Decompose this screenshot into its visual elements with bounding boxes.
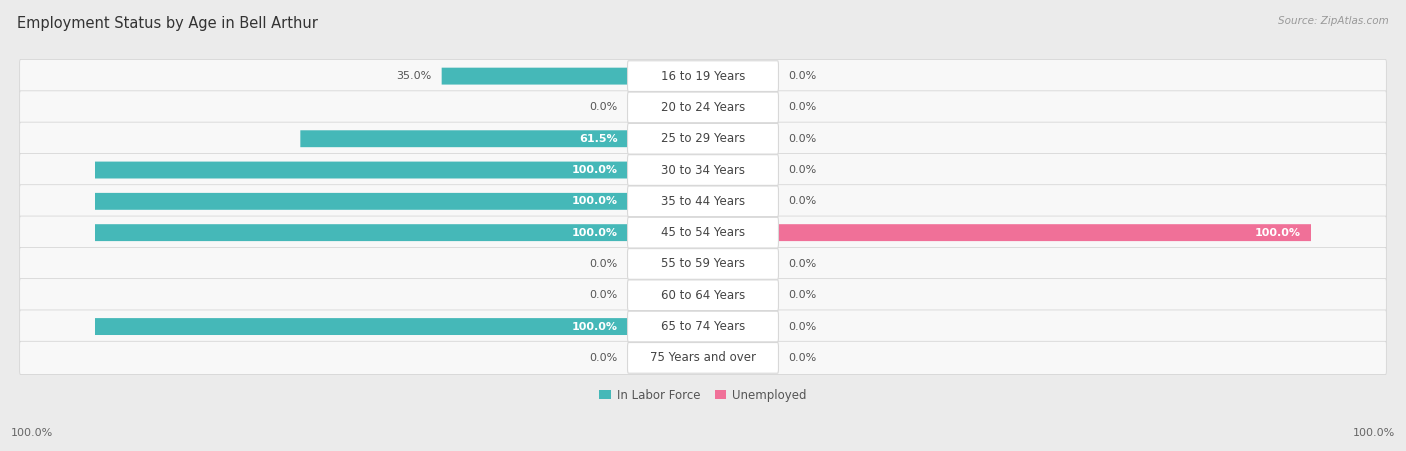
Text: 0.0%: 0.0%: [789, 134, 817, 144]
Text: 100.0%: 100.0%: [572, 196, 617, 207]
FancyBboxPatch shape: [20, 153, 1386, 187]
FancyBboxPatch shape: [627, 155, 779, 185]
FancyBboxPatch shape: [627, 280, 779, 311]
FancyBboxPatch shape: [20, 341, 1386, 374]
FancyBboxPatch shape: [301, 130, 628, 147]
FancyBboxPatch shape: [441, 68, 628, 85]
Text: 100.0%: 100.0%: [11, 428, 53, 438]
Text: 75 Years and over: 75 Years and over: [650, 351, 756, 364]
FancyBboxPatch shape: [627, 342, 779, 373]
FancyBboxPatch shape: [96, 224, 628, 241]
Text: 0.0%: 0.0%: [789, 165, 817, 175]
FancyBboxPatch shape: [96, 161, 628, 179]
FancyBboxPatch shape: [20, 91, 1386, 124]
Text: 25 to 29 Years: 25 to 29 Years: [661, 132, 745, 145]
Text: 20 to 24 Years: 20 to 24 Years: [661, 101, 745, 114]
Text: 100.0%: 100.0%: [1254, 228, 1301, 238]
Text: 65 to 74 Years: 65 to 74 Years: [661, 320, 745, 333]
Text: 0.0%: 0.0%: [789, 259, 817, 269]
FancyBboxPatch shape: [20, 310, 1386, 343]
FancyBboxPatch shape: [627, 61, 779, 92]
Text: 60 to 64 Years: 60 to 64 Years: [661, 289, 745, 302]
FancyBboxPatch shape: [627, 92, 779, 123]
Text: Source: ZipAtlas.com: Source: ZipAtlas.com: [1278, 16, 1389, 26]
FancyBboxPatch shape: [20, 122, 1386, 155]
FancyBboxPatch shape: [627, 249, 779, 279]
FancyBboxPatch shape: [778, 224, 1310, 241]
Legend: In Labor Force, Unemployed: In Labor Force, Unemployed: [595, 384, 811, 406]
FancyBboxPatch shape: [627, 124, 779, 154]
Text: 30 to 34 Years: 30 to 34 Years: [661, 164, 745, 176]
Text: 0.0%: 0.0%: [589, 290, 617, 300]
FancyBboxPatch shape: [20, 216, 1386, 249]
FancyBboxPatch shape: [627, 311, 779, 342]
Text: 0.0%: 0.0%: [589, 259, 617, 269]
Text: 100.0%: 100.0%: [572, 228, 617, 238]
Text: 35 to 44 Years: 35 to 44 Years: [661, 195, 745, 208]
Text: 0.0%: 0.0%: [789, 322, 817, 331]
Text: 100.0%: 100.0%: [572, 322, 617, 331]
Text: 61.5%: 61.5%: [579, 134, 617, 144]
Text: 100.0%: 100.0%: [572, 165, 617, 175]
Text: 0.0%: 0.0%: [789, 196, 817, 207]
Text: 35.0%: 35.0%: [395, 71, 432, 81]
FancyBboxPatch shape: [627, 186, 779, 216]
Text: 0.0%: 0.0%: [789, 71, 817, 81]
Text: 0.0%: 0.0%: [789, 102, 817, 112]
Text: Employment Status by Age in Bell Arthur: Employment Status by Age in Bell Arthur: [17, 16, 318, 31]
FancyBboxPatch shape: [96, 193, 628, 210]
Text: 0.0%: 0.0%: [589, 102, 617, 112]
Text: 55 to 59 Years: 55 to 59 Years: [661, 258, 745, 271]
Text: 0.0%: 0.0%: [789, 353, 817, 363]
FancyBboxPatch shape: [20, 247, 1386, 281]
Text: 0.0%: 0.0%: [589, 353, 617, 363]
FancyBboxPatch shape: [20, 60, 1386, 93]
Text: 45 to 54 Years: 45 to 54 Years: [661, 226, 745, 239]
FancyBboxPatch shape: [627, 217, 779, 248]
FancyBboxPatch shape: [20, 279, 1386, 312]
Text: 0.0%: 0.0%: [789, 290, 817, 300]
Text: 100.0%: 100.0%: [1353, 428, 1395, 438]
FancyBboxPatch shape: [96, 318, 628, 335]
FancyBboxPatch shape: [20, 185, 1386, 218]
Text: 16 to 19 Years: 16 to 19 Years: [661, 69, 745, 83]
